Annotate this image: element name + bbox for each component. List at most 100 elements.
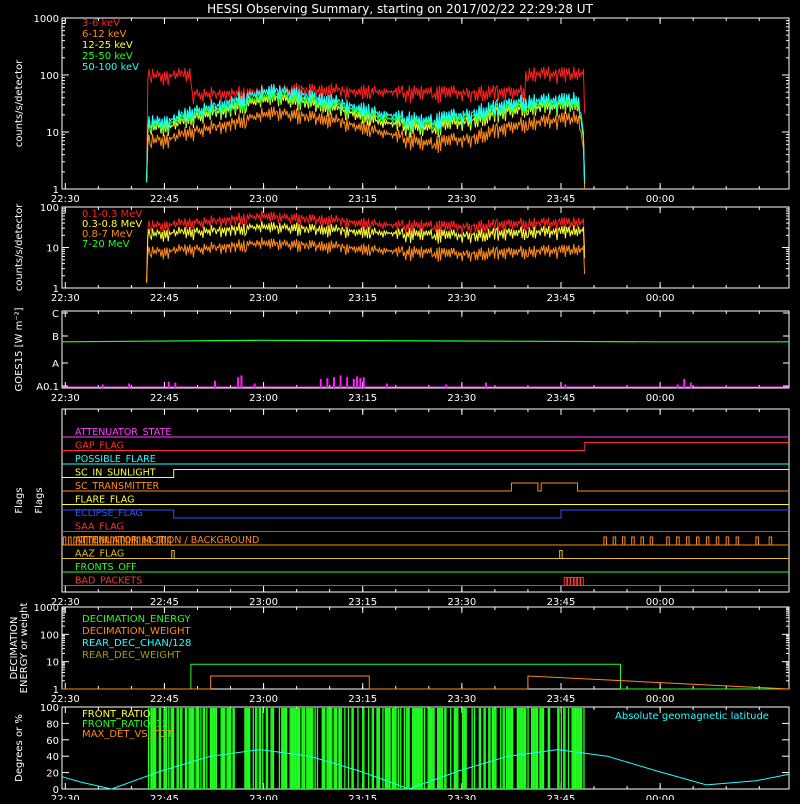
front-ratio-bar [471,708,473,789]
front-ratio-bar [388,708,390,789]
front-ratio-bar [436,708,439,789]
front-ratio-bar [326,708,328,789]
goes-flare-bar [167,381,170,388]
legend-entry: 7-20 MeV [82,239,130,250]
front-ratio-bar [170,708,172,789]
y-tick-label: 1000 [34,603,59,614]
front-ratio-bar [510,708,513,789]
front-ratio-bar [495,708,497,789]
front-ratio-bar [247,708,250,789]
y-tick-label: 10 [46,244,59,255]
geomag-annotation: Absolute geomagnetic latitude [615,711,769,722]
x-tick-label: 00:00 [646,694,675,705]
x-tick-label: 23:30 [447,694,476,705]
flag-pulse [577,577,581,586]
y-axis-label: DECIMATION [9,616,20,679]
front-ratio-bar [406,708,408,789]
front-ratio-bar [577,708,579,789]
front-ratio-bar [362,708,364,789]
flag-pulse [649,536,654,546]
front-ratio-bar [580,708,583,789]
front-ratio-bar [185,708,188,789]
front-ratio-bar [440,708,442,789]
front-ratio-bar [228,708,231,789]
front-ratio-bar [572,708,574,789]
front-ratio-bar [465,708,467,789]
front-ratio-bar [151,708,153,789]
flag-pulse [686,536,690,546]
legend-entry: DECIMATION_ENERGY [82,614,191,625]
x-tick-label: 00:00 [646,794,675,800]
front-ratio-bar [413,708,415,789]
front-ratio-bar [414,708,416,789]
front-ratio-bar [282,708,284,789]
x-tick-label: 23:45 [547,694,576,705]
front-ratio-bar [571,708,573,789]
front-ratio-bar [224,708,226,789]
legend-entry: 0.3-0.8 MeV [82,219,142,230]
front-ratio-bar [340,708,342,789]
flag-pulse [563,577,568,586]
legend-entry: 6-12 keV [82,29,126,40]
front-ratio-bar [310,708,313,789]
goes-flare-bar [359,378,362,388]
x-tick-label: 23:15 [348,293,377,304]
front-ratio-bar [351,708,353,789]
flag-pulse [725,536,730,546]
front-ratio-bar [450,708,452,789]
front-ratio-bar [291,708,294,789]
goes-level-label: A0.1 [36,382,59,393]
front-ratio-bar [488,708,490,789]
front-ratio-bar [285,708,288,789]
front-ratio-bar [244,708,246,789]
front-ratio-bar [534,708,536,789]
x-tick-label: 23:00 [249,293,278,304]
flag-pulse [570,577,574,586]
front-ratio-bar [322,708,325,789]
x-tick-label: 23:00 [249,194,278,205]
front-ratio-bar [372,708,375,789]
flag-label: ECLIPSE_FLAG [75,508,143,519]
front-ratio-bar [457,708,459,789]
front-ratio-bar [522,708,524,789]
goes-flare-bar [385,383,388,388]
y-tick-label: 10 [46,658,59,669]
front-ratio-bar [377,708,379,789]
front-ratio-bar [368,708,370,789]
front-ratio-bar [540,708,542,789]
front-ratio-bar [505,708,508,789]
front-ratio-bar [344,708,346,789]
front-ratio-bar [316,708,319,789]
flag-pulse [621,536,626,546]
front-ratio-bar [159,708,162,789]
flag-pulse [705,536,710,546]
flag-line [62,482,789,492]
y-tick-label: 100 [40,630,59,641]
front-ratio-bar [579,708,582,789]
flag-pulse [715,536,720,546]
front-ratio-bar [197,708,200,789]
x-tick-label: 23:45 [547,794,576,800]
x-tick-label: 23:15 [348,794,377,800]
front-ratio-bar [523,708,526,789]
flag-label: SC_IN_SUNLIGHT [75,468,156,479]
flag-pulse [99,536,104,546]
front-ratio-bar [246,708,248,789]
y-tick-label: 100 [40,703,59,714]
front-ratio-bar [412,708,414,789]
front-ratio-bar [301,708,303,789]
front-ratio-bar [193,708,195,789]
front-ratio-bar [283,708,285,789]
front-ratio-bar [209,708,212,789]
decimation-line-0 [62,663,789,690]
flag-pulse [156,536,161,546]
front-ratio-bar [378,708,381,789]
front-ratio-bar [206,708,208,789]
front-ratio-bar [258,708,260,789]
y-tick-label: 1 [53,185,59,196]
front-ratio-bar [249,708,251,789]
front-ratio-bar [423,708,426,789]
y-axis-label: counts/s/detector [14,203,25,291]
goes-flare-bar [253,383,256,388]
x-tick-label: 23:00 [249,393,278,404]
